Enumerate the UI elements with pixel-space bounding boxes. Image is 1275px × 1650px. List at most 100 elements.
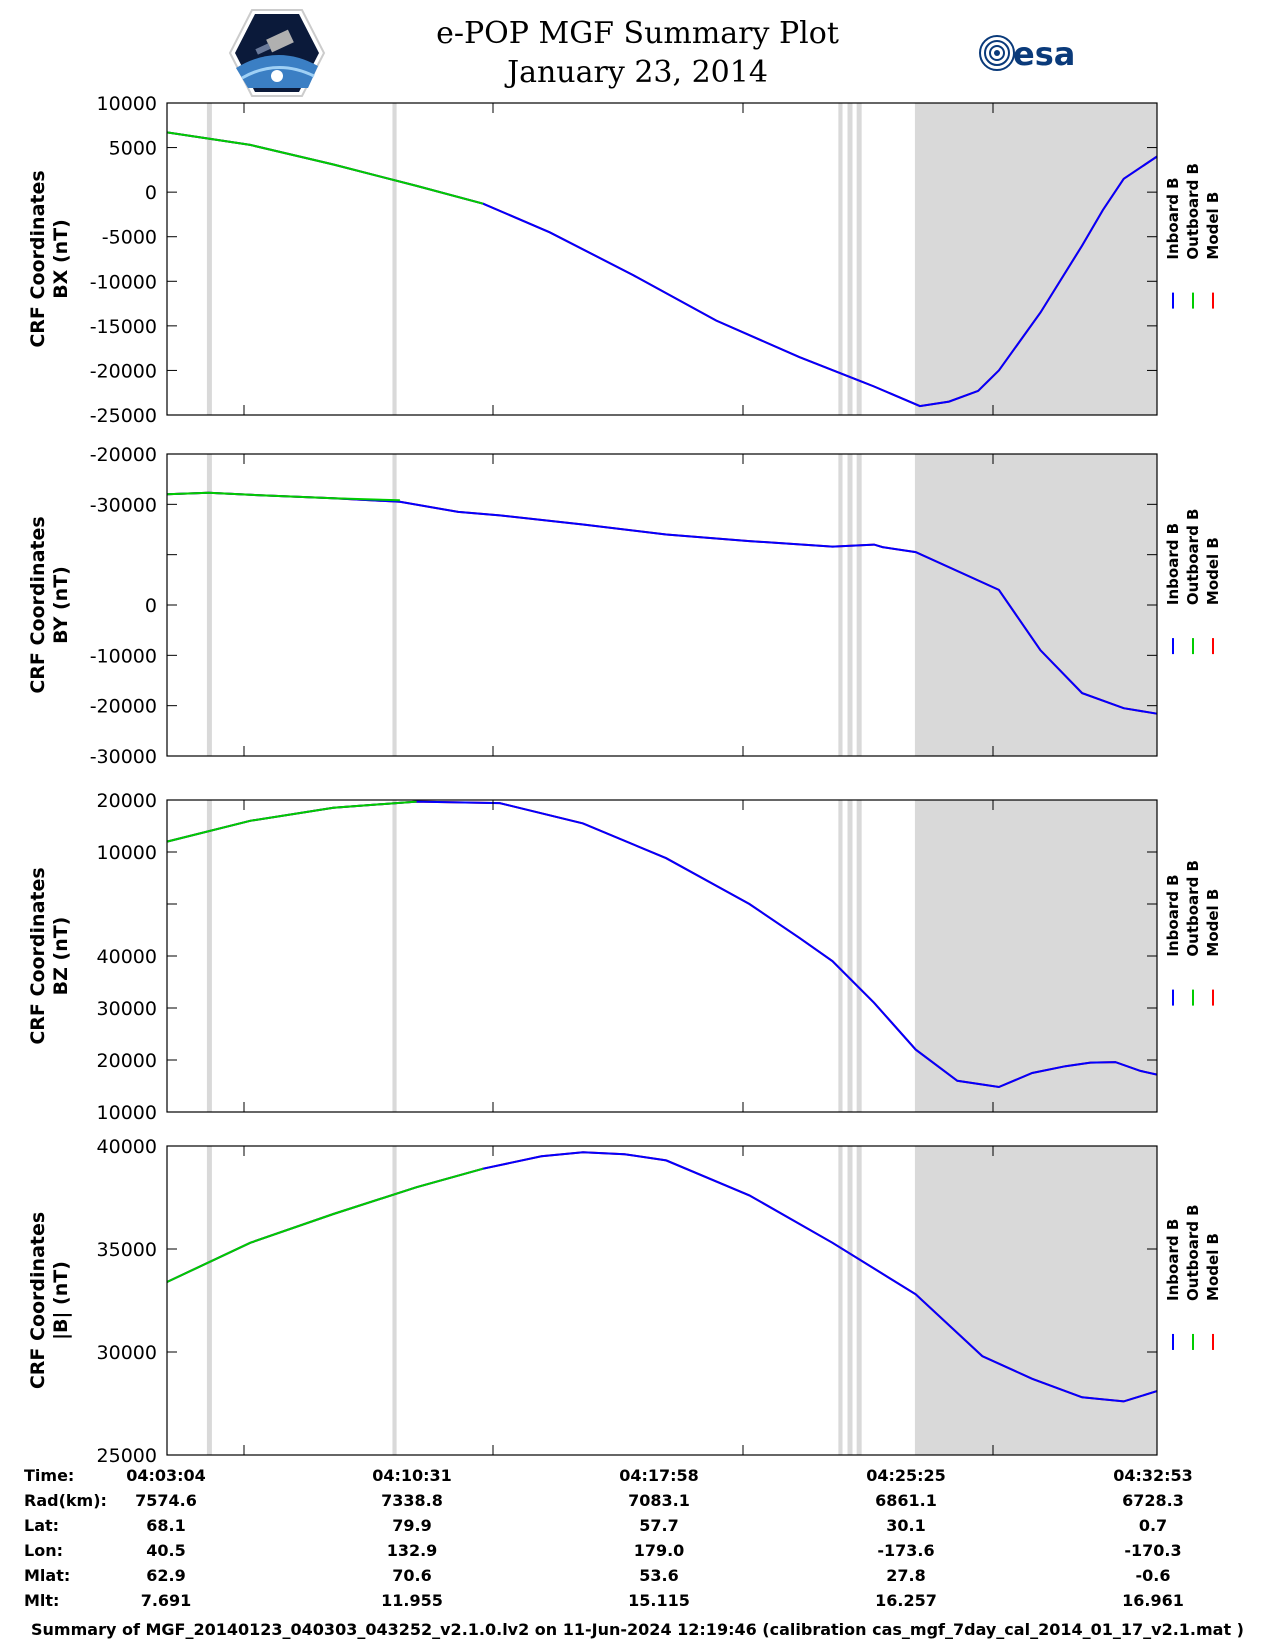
col0-lon: 40.5 bbox=[146, 1541, 186, 1560]
y-tick-label: 10000 bbox=[97, 1102, 157, 1124]
cassiope-logo bbox=[228, 9, 326, 97]
shade-region bbox=[392, 1146, 397, 1455]
shade-region bbox=[856, 454, 862, 756]
col3-time: 04:25:25 bbox=[866, 1466, 946, 1485]
col3-lon: -173.6 bbox=[877, 1541, 935, 1560]
col0-mlat: 62.9 bbox=[146, 1566, 186, 1585]
legend-label: Inboard B bbox=[1164, 1219, 1182, 1301]
chart-panel-3: 40000 35000 30000 25000 CRF Coordinates |B| (… bbox=[27, 1136, 1222, 1467]
label-lat: Lat: bbox=[24, 1516, 60, 1535]
y-tick-label: 20000 bbox=[97, 790, 157, 812]
shade-region bbox=[206, 1146, 212, 1455]
footer-caption: Summary of MGF_20140123_040303_043252_v2… bbox=[31, 1620, 1244, 1639]
label-mlt: Mlt: bbox=[24, 1591, 60, 1610]
y-tick-label: 5000 bbox=[109, 138, 157, 160]
y-tick-label: -20000 bbox=[90, 696, 157, 718]
col1-mlt: 11.955 bbox=[381, 1591, 443, 1610]
col0-lat: 68.1 bbox=[146, 1516, 186, 1535]
shade-region bbox=[914, 454, 1157, 756]
y-tick-label: -15000 bbox=[90, 316, 157, 338]
y-tick-label: -10000 bbox=[90, 271, 157, 293]
y-tick-label: 30000 bbox=[97, 998, 157, 1020]
shade-region bbox=[914, 1146, 1157, 1455]
col0-rad: 7574.6 bbox=[135, 1491, 197, 1510]
shade-region bbox=[838, 103, 843, 415]
col1-time: 04:10:31 bbox=[372, 1466, 452, 1485]
y-tick-label: 25000 bbox=[97, 1445, 157, 1467]
col2-mlat: 53.6 bbox=[639, 1566, 679, 1585]
label-lon: Lon: bbox=[24, 1541, 63, 1560]
y-tick-label: -25000 bbox=[90, 405, 157, 427]
shade-region bbox=[838, 454, 843, 756]
y-tick-label: 10000 bbox=[97, 842, 157, 864]
series-inboard-b bbox=[166, 800, 1158, 1089]
col2-mlt: 15.115 bbox=[628, 1591, 690, 1610]
label-time: Time: bbox=[24, 1466, 75, 1485]
shade-region bbox=[392, 103, 397, 415]
y-axis-unit-label: BX (nT) bbox=[50, 219, 72, 299]
y-tick-label: 40000 bbox=[97, 1136, 157, 1158]
shade-region bbox=[838, 1146, 843, 1455]
legend-label: Model B bbox=[1204, 1233, 1222, 1301]
y-tick-label: 0 bbox=[145, 182, 157, 204]
legend-label: Outboard B bbox=[1184, 1204, 1202, 1301]
series-outboard-b bbox=[166, 1167, 484, 1283]
col0-mlt: 7.691 bbox=[140, 1591, 192, 1610]
esa-logo-text: esa bbox=[1013, 35, 1075, 73]
shade-region bbox=[838, 800, 843, 1112]
shade-region bbox=[856, 800, 862, 1112]
shade-region bbox=[847, 454, 853, 756]
y-axis-label: CRF Coordinates bbox=[27, 516, 49, 693]
col2-lon: 179.0 bbox=[633, 1541, 685, 1560]
shade-region bbox=[914, 103, 1157, 415]
col4-lon: -170.3 bbox=[1124, 1541, 1182, 1560]
legend-label: Model B bbox=[1204, 889, 1222, 957]
y-tick-label: -30000 bbox=[90, 746, 157, 768]
y-tick-label: 40000 bbox=[97, 946, 157, 968]
y-tick-label: 10000 bbox=[97, 93, 157, 115]
y-axis-label: CRF Coordinates bbox=[27, 867, 49, 1044]
plot-title: e-POP MGF Summary Plot bbox=[436, 16, 839, 51]
col2-rad: 7083.1 bbox=[628, 1491, 690, 1510]
chart-panel-1: -20000 -30000 0 -10000 -20000 -30000 CRF Coord… bbox=[27, 444, 1222, 768]
shade-region bbox=[856, 103, 862, 415]
series-outboard-b bbox=[166, 131, 484, 205]
col1-lat: 79.9 bbox=[392, 1516, 432, 1535]
col1-rad: 7338.8 bbox=[381, 1491, 443, 1510]
legend-label: Outboard B bbox=[1184, 860, 1202, 957]
plot-date: January 23, 2014 bbox=[507, 55, 768, 90]
shade-region bbox=[847, 1146, 853, 1455]
col3-mlat: 27.8 bbox=[886, 1566, 926, 1585]
col4-lat: 0.7 bbox=[1138, 1516, 1168, 1535]
legend-label: Inboard B bbox=[1164, 177, 1182, 259]
y-axis-label: CRF Coordinates bbox=[27, 170, 49, 347]
plot-frame bbox=[166, 1145, 1158, 1456]
y-axis-label: CRF Coordinates bbox=[27, 1212, 49, 1389]
col4-rad: 6728.3 bbox=[1122, 1491, 1184, 1510]
series-outboard-b bbox=[166, 800, 417, 843]
shade-region bbox=[847, 800, 853, 1112]
col3-mlt: 16.257 bbox=[875, 1591, 937, 1610]
col2-lat: 57.7 bbox=[639, 1516, 679, 1535]
col4-time: 04:32:53 bbox=[1113, 1466, 1193, 1485]
y-tick-label: 0 bbox=[145, 595, 157, 617]
col1-lon: 132.9 bbox=[386, 1541, 438, 1560]
plots-area: 10000 5000 0 -5000 -10000 -15000 -20000 -25000 C… bbox=[27, 93, 1222, 1467]
y-tick-label: 30000 bbox=[97, 1342, 157, 1364]
legend-label: Outboard B bbox=[1184, 163, 1202, 260]
y-tick-label: -5000 bbox=[102, 227, 157, 249]
y-tick-label: -30000 bbox=[90, 494, 157, 516]
shade-region bbox=[847, 103, 853, 415]
col3-lat: 30.1 bbox=[886, 1516, 926, 1535]
col4-mlt: 16.961 bbox=[1122, 1591, 1184, 1610]
chart-panel-0: 10000 5000 0 -5000 -10000 -15000 -20000 -25000 C… bbox=[27, 93, 1222, 427]
shade-region bbox=[206, 103, 212, 415]
col4-mlat: -0.6 bbox=[1135, 1566, 1171, 1585]
col0-time: 04:03:04 bbox=[126, 1466, 206, 1485]
shade-region bbox=[856, 1146, 862, 1455]
legend-label: Model B bbox=[1204, 192, 1222, 260]
shade-region bbox=[392, 454, 397, 756]
y-axis-unit-label: BZ (nT) bbox=[50, 917, 72, 996]
label-rad: Rad(km): bbox=[24, 1491, 107, 1510]
